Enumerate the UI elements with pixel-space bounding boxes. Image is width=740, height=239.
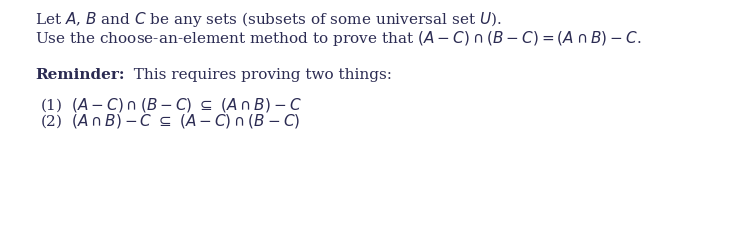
- Text: Reminder:: Reminder:: [35, 68, 124, 82]
- Text: Use the choose-an-element method to prove that $(A-C)\cap(B-C) = (A\cap B)-C$.: Use the choose-an-element method to prov…: [35, 29, 642, 48]
- Text: Let $A$, $B$ and $C$ be any sets (subsets of some universal set $U$).: Let $A$, $B$ and $C$ be any sets (subset…: [35, 10, 502, 29]
- Text: This requires proving two things:: This requires proving two things:: [124, 68, 392, 82]
- Text: (1)  $(A-C)\cap(B-C)\ \subseteq\ (A\cap B)-C$: (1) $(A-C)\cap(B-C)\ \subseteq\ (A\cap B…: [40, 96, 302, 114]
- Text: (2)  $(A\cap B)-C\ \subseteq\ (A-C)\cap(B-C)$: (2) $(A\cap B)-C\ \subseteq\ (A-C)\cap(B…: [40, 113, 300, 130]
